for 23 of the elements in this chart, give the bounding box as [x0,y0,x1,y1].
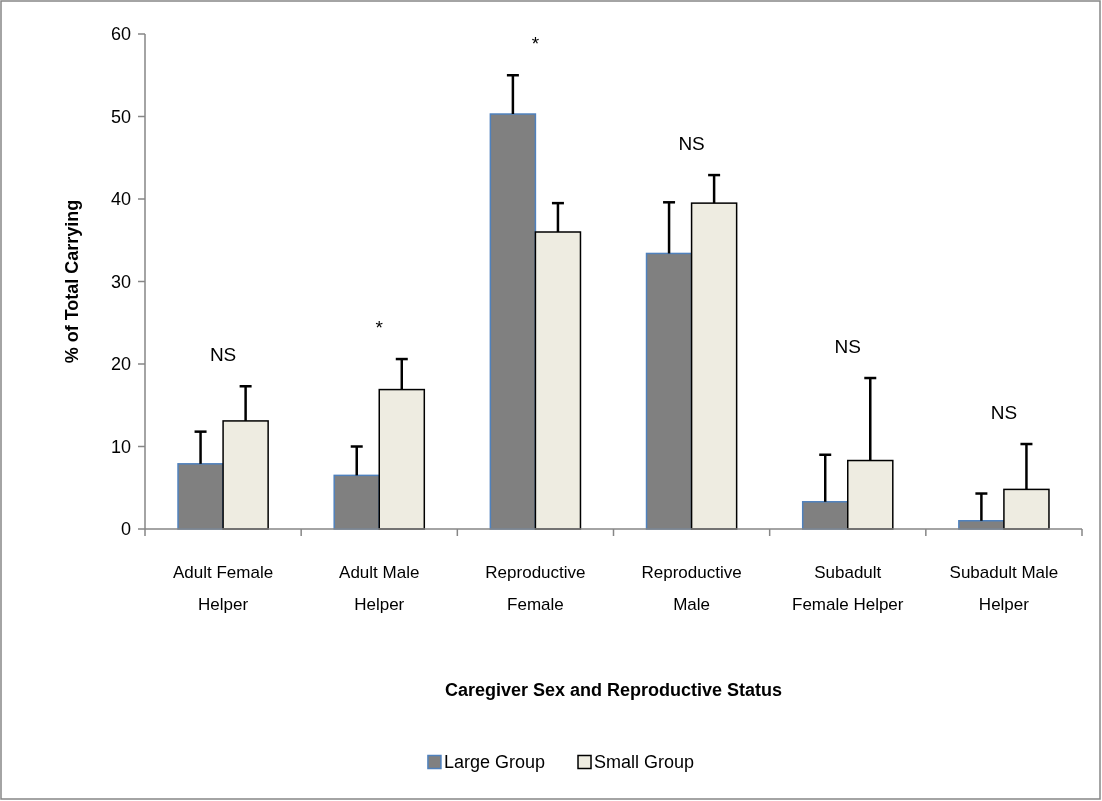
y-tick-label: 10 [110,436,131,457]
annotation: * [375,316,384,338]
legend-label: Large Group [443,752,546,772]
y-tick-label: 0 [120,519,131,539]
x-tick-label: Reproductive Male [641,562,742,614]
y-tick-label: 30 [110,271,131,292]
y-axis-title: % of Total Carrying [62,199,82,364]
x-tick-label: Subadult Female Helper [792,562,904,614]
annotation: NS [834,335,861,357]
y-tick-label: 50 [110,106,131,127]
annotation: NS [990,401,1018,423]
x-tick-label: Adult Female Helper [173,562,274,614]
y-tick-label: 20 [110,354,131,374]
x-tick-label: Subadult Male Helper [949,562,1059,614]
x-tick-label: Adult Male Helper [339,562,420,614]
annotation: * [531,32,540,54]
annotation: NS [209,343,237,365]
x-tick-label: Reproductive Female [485,562,586,614]
y-tick-label: 40 [110,189,131,209]
x-axis-title: Caregiver Sex and Reproductive Status [444,680,783,700]
y-tick-label: 60 [110,24,131,44]
annotation: NS [678,132,705,154]
legend-label: Small Group [594,752,695,772]
